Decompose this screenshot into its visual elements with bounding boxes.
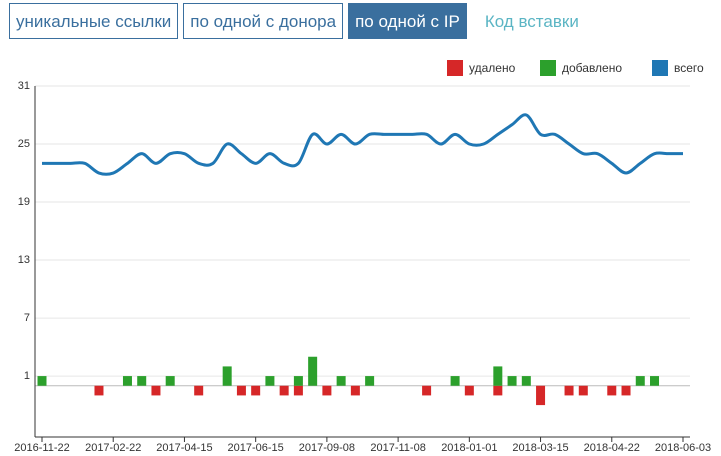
bar xyxy=(536,385,546,406)
bar xyxy=(137,376,147,386)
x-tick-label: 2017-06-15 xyxy=(228,442,284,454)
legend-label: всего xyxy=(674,61,704,75)
tab[interactable]: по одной с донора xyxy=(183,3,344,39)
bar xyxy=(493,385,503,396)
y-tick-label: 31 xyxy=(18,80,30,92)
x-tick-label: 2017-09-08 xyxy=(299,442,355,454)
y-tick-label: 1 xyxy=(24,370,30,382)
x-tick-label: 2016-11-22 xyxy=(14,442,69,454)
bar xyxy=(450,376,460,386)
legend-label: добавлено xyxy=(562,61,622,75)
bar xyxy=(635,376,645,386)
bar xyxy=(222,366,232,386)
bar xyxy=(621,385,631,396)
bar xyxy=(94,385,104,396)
x-tick-label: 2017-11-08 xyxy=(370,442,425,454)
tab[interactable]: Код вставки xyxy=(484,12,579,31)
bar xyxy=(122,376,132,386)
bar xyxy=(37,376,47,386)
bar xyxy=(251,385,261,396)
legend-swatch xyxy=(652,60,668,76)
bar xyxy=(578,385,588,396)
legend-label: удалено xyxy=(469,61,516,75)
bar xyxy=(564,385,574,396)
bar xyxy=(151,385,161,396)
line xyxy=(41,113,683,176)
y-tick-label: 25 xyxy=(18,138,30,150)
y-tick-label: 7 xyxy=(24,312,30,324)
tab[interactable]: по одной с IP xyxy=(348,3,467,39)
legend-swatch xyxy=(447,60,463,76)
bar xyxy=(521,376,531,386)
bar xyxy=(165,376,175,386)
y-tick-label: 19 xyxy=(18,196,30,208)
bar xyxy=(322,385,332,396)
bar xyxy=(336,376,346,386)
x-tick-label: 2018-03-15 xyxy=(512,442,568,454)
bar xyxy=(365,376,375,386)
legend-swatch xyxy=(540,60,556,76)
bar xyxy=(265,376,275,386)
bar xyxy=(308,356,318,386)
bar xyxy=(293,385,303,396)
x-tick-label: 2018-01-01 xyxy=(441,442,497,454)
bar xyxy=(236,385,246,396)
tab[interactable]: уникальные ссылки xyxy=(9,3,179,39)
bar xyxy=(194,385,204,396)
bar xyxy=(464,385,474,396)
bar xyxy=(493,366,503,386)
y-tick-label: 13 xyxy=(18,254,30,266)
bar xyxy=(650,376,660,386)
bar xyxy=(422,385,432,396)
bar xyxy=(607,385,617,396)
bar xyxy=(507,376,517,386)
x-tick-label: 2017-04-15 xyxy=(156,442,212,454)
x-tick-label: 2018-06-03 xyxy=(655,442,711,454)
x-tick-label: 2017-02-22 xyxy=(85,442,141,454)
bar xyxy=(293,376,303,386)
bar xyxy=(279,385,289,396)
x-tick-label: 2018-04-22 xyxy=(584,442,640,454)
bar xyxy=(350,385,360,396)
tabs: уникальные ссылки по одной с донора по одн… xyxy=(9,3,586,39)
